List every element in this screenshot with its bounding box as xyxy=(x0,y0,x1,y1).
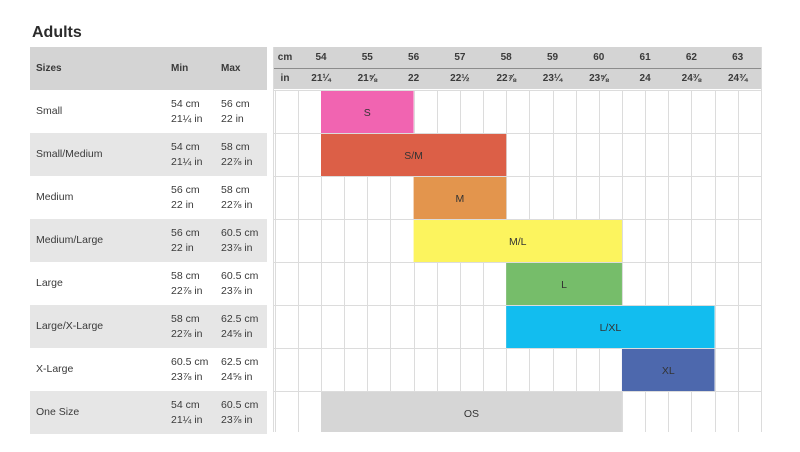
tick-label-in: 23⅝ xyxy=(589,73,609,84)
bar-label: L xyxy=(561,279,567,291)
min-value: 58 cm 22⅞ in xyxy=(171,313,203,340)
table-row: Small/Medium 54 cm 21¼ in 58 cm 22⅞ in xyxy=(30,133,267,176)
unit-cm-label: cm xyxy=(277,52,293,63)
bar-label: S xyxy=(364,107,371,119)
tick-label-cm: 58 xyxy=(500,52,512,63)
bar-label: OS xyxy=(464,408,479,420)
size-name: Large/X-Large xyxy=(36,320,104,332)
tick-label-cm: 59 xyxy=(546,52,559,63)
axis-header: cm in 54 21¼ 55 21⅝ 56 22 57 22½ 58 22⅞ 59 23¼ 60 23⅝… xyxy=(273,47,762,89)
range-bar-m-l xyxy=(413,220,622,262)
bar-label: M xyxy=(456,193,465,205)
tick-label-in: 21⅝ xyxy=(357,73,378,84)
table-row: Large/X-Large 58 cm 22⅞ in 62.5 cm 24⅝ in xyxy=(30,305,267,348)
table-row: Medium/Large 56 cm 22 in 60.5 cm 23⅞ in xyxy=(30,219,267,262)
tick-label-cm: 56 xyxy=(408,52,420,63)
size-name: Medium xyxy=(36,191,74,203)
header-sizes: Sizes xyxy=(36,63,62,74)
min-value: 54 cm 21¼ in xyxy=(171,141,203,168)
min-value: 60.5 cm 23⅞ in xyxy=(171,356,209,383)
header-max: Max xyxy=(221,63,241,74)
size-table-header: Sizes Min Max xyxy=(30,47,267,90)
max-value: 58 cm 22⅞ in xyxy=(221,141,253,168)
tick-label-in: 22½ xyxy=(450,73,470,84)
range-bar-s-m xyxy=(321,134,507,176)
max-value: 56 cm 22 in xyxy=(221,98,250,125)
max-value: 60.5 cm 23⅞ in xyxy=(221,270,259,297)
tick-label-in: 24⅜ xyxy=(681,73,702,84)
table-row: Large 58 cm 22⅞ in 60.5 cm 23⅞ in xyxy=(30,262,267,305)
range-bar-s xyxy=(321,91,414,133)
min-value: 56 cm 22 in xyxy=(171,227,200,254)
tick-label-cm: 63 xyxy=(732,52,744,63)
size-name: Small/Medium xyxy=(36,148,103,160)
unit-in-label: in xyxy=(280,73,290,84)
table-row: Small 54 cm 21¼ in 56 cm 22 in xyxy=(30,90,267,133)
chart-title: Adults xyxy=(32,24,82,41)
min-value: 54 cm 21¼ in xyxy=(171,98,203,125)
table-row: One Size 54 cm 21¼ in 60.5 cm 23⅞ in xyxy=(30,391,267,434)
tick-label-cm: 55 xyxy=(361,52,373,63)
tick-label-cm: 60 xyxy=(593,52,605,63)
table-row: X-Large 60.5 cm 23⅞ in 62.5 cm 24⅝ in xyxy=(30,348,267,391)
tick-label-in: 24 xyxy=(639,73,651,84)
tick-label-cm: 54 xyxy=(315,52,327,63)
size-range-chart: cm in 54 21¼ 55 21⅝ 56 22 57 22½ 58 22⅞ 59 23¼ 60 23⅝… xyxy=(273,47,762,432)
tick-label-cm: 61 xyxy=(639,52,651,63)
range-bar-m xyxy=(413,177,507,219)
range-bar-os xyxy=(321,392,622,432)
range-bar-xl xyxy=(621,349,715,391)
max-value: 60.5 cm 23⅞ in xyxy=(221,227,259,254)
header-min: Min xyxy=(171,63,189,74)
size-name: Small xyxy=(36,105,63,117)
tick-label-cm: 62 xyxy=(685,52,697,63)
tick-label-in: 22 xyxy=(408,73,420,84)
bar-label: XL xyxy=(662,365,675,377)
tick-label-in: 23¼ xyxy=(542,73,563,84)
tick-label-in: 22⅞ xyxy=(496,73,516,84)
max-value: 62.5 cm 24⅝ in xyxy=(221,313,259,340)
bar-label: S/M xyxy=(404,150,423,162)
min-value: 58 cm 22⅞ in xyxy=(171,270,203,297)
tick-label-in: 21¼ xyxy=(311,73,331,84)
min-value: 54 cm 21¼ in xyxy=(171,399,203,426)
range-bar-l xyxy=(506,263,622,305)
bar-label: L/XL xyxy=(600,322,622,334)
tick-label-in: 24¾ xyxy=(727,73,748,84)
size-name: X-Large xyxy=(36,363,74,375)
table-row: Medium 56 cm 22 in 58 cm 22⅞ in xyxy=(30,176,267,219)
max-value: 62.5 cm 24⅝ in xyxy=(221,356,259,383)
size-name: Medium/Large xyxy=(36,234,104,246)
size-name: One Size xyxy=(36,406,80,418)
max-value: 58 cm 22⅞ in xyxy=(221,184,253,211)
max-value: 60.5 cm 23⅞ in xyxy=(221,399,259,426)
chart-plot: S S/M M M/L L L/XL XL OS xyxy=(273,47,762,432)
bar-label: M/L xyxy=(509,236,527,248)
tick-label-cm: 57 xyxy=(454,52,466,63)
range-bar-l-xl xyxy=(506,306,715,348)
size-name: Large xyxy=(36,277,63,289)
min-value: 56 cm 22 in xyxy=(171,184,200,211)
